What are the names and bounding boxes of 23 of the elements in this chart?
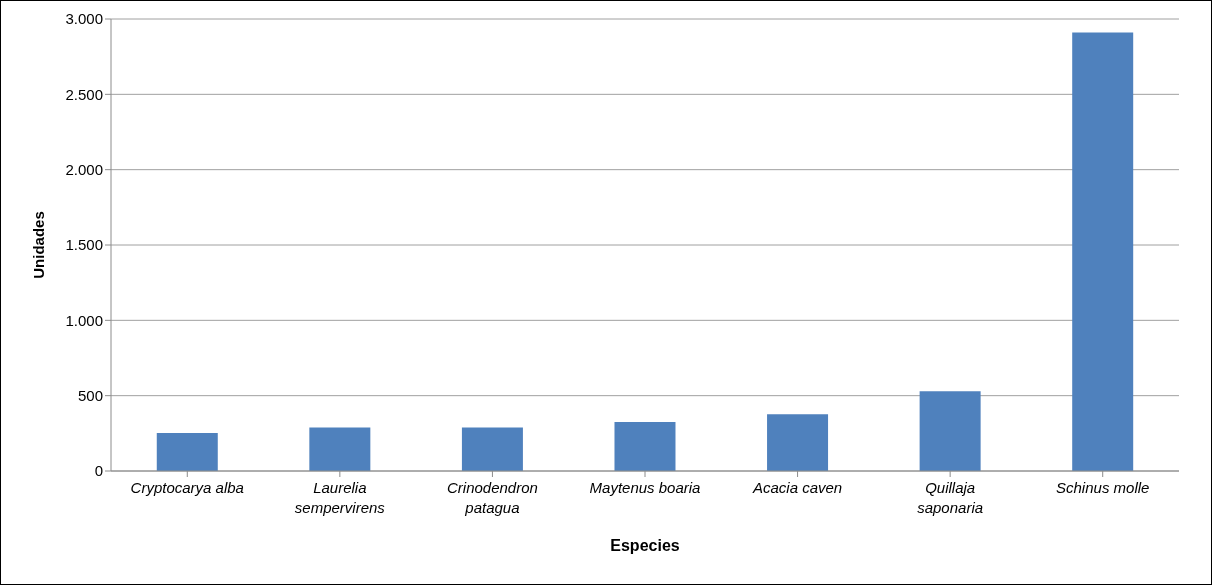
- bar: [309, 427, 371, 471]
- y-tick-label: 1.500: [65, 236, 103, 254]
- x-tick-label: Schinus molle: [1056, 479, 1150, 496]
- y-tick-label: 500: [77, 386, 103, 404]
- y-tick-label: 2.500: [65, 85, 103, 103]
- bar: [919, 391, 981, 471]
- bar: [614, 421, 676, 471]
- y-tick-label: 0: [94, 462, 103, 480]
- bar: [767, 414, 829, 471]
- y-tick-label: 1.000: [65, 311, 103, 329]
- x-tick-label: Acacia caven: [751, 479, 843, 496]
- x-axis-title: Especies: [610, 537, 680, 554]
- y-axis-title: Unidades: [30, 211, 48, 279]
- x-tick-label: Cryptocarya alba: [130, 479, 244, 496]
- x-tick-label: Quillaja saponaria: [917, 479, 984, 516]
- bar: [1072, 32, 1134, 471]
- x-tick-label: Crinodendron patagua: [446, 479, 538, 516]
- y-tick-label: 2.000: [65, 160, 103, 178]
- x-tick-label: Laurelia sempervirens: [294, 479, 386, 516]
- bar: [156, 432, 218, 471]
- bar: [461, 427, 523, 471]
- y-tick-label: 3.000: [65, 10, 103, 28]
- x-tick-label: Maytenus boaria: [589, 479, 701, 496]
